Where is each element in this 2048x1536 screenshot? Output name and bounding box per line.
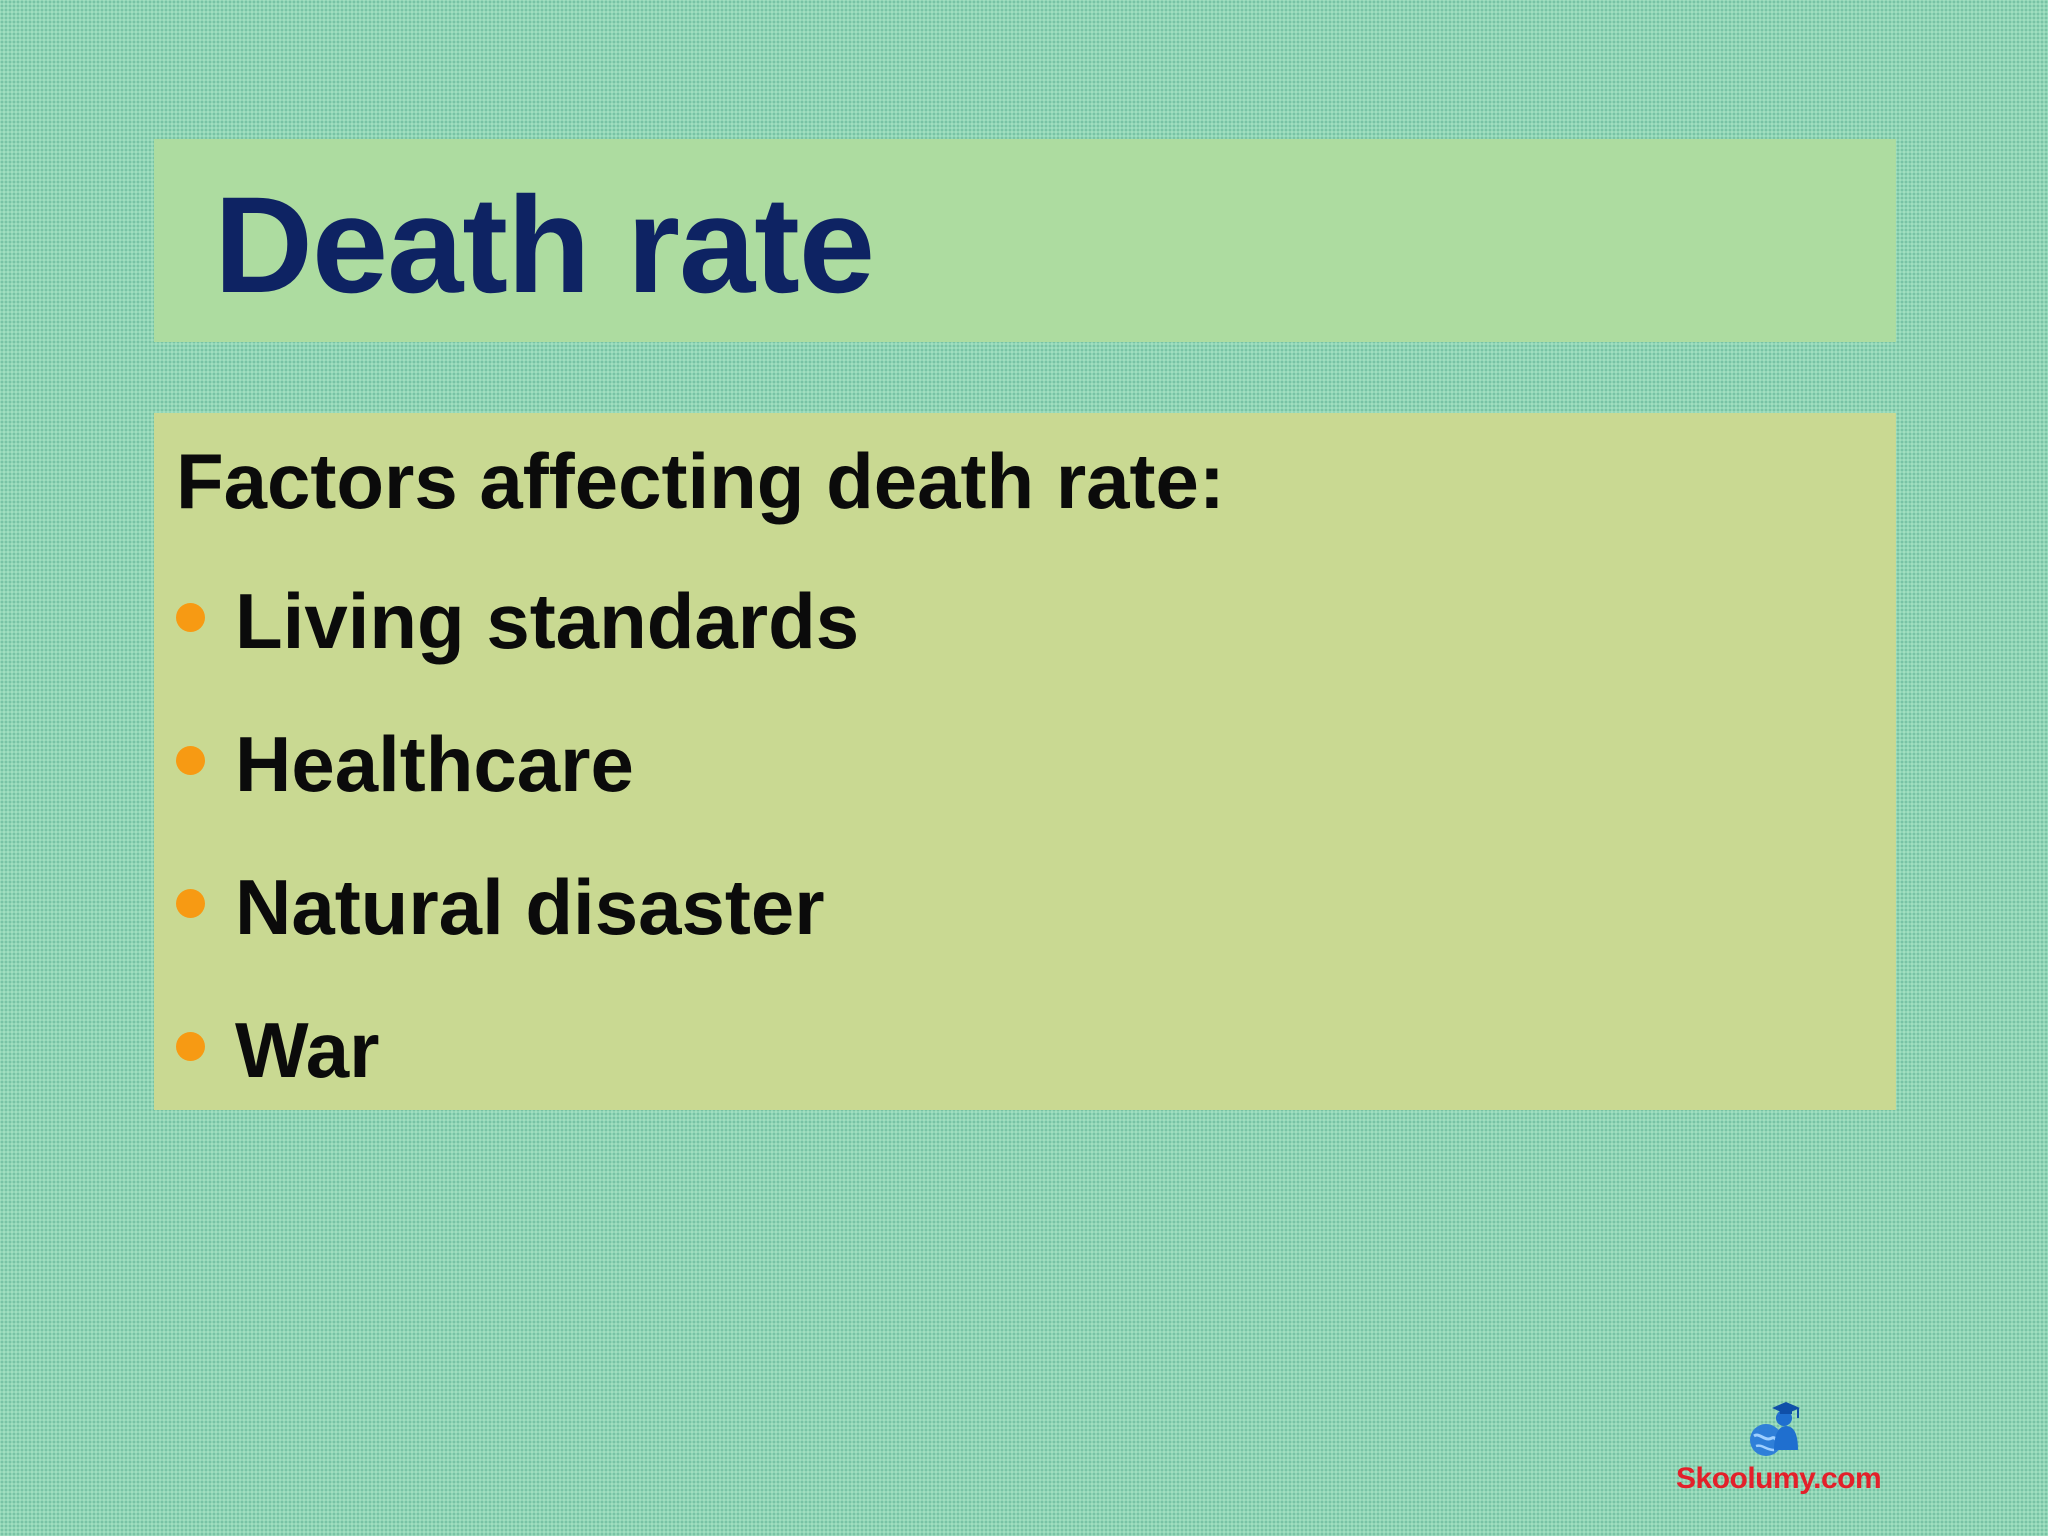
slide-title: Death rate xyxy=(214,169,875,322)
globe-graduate-icon xyxy=(1750,1402,1800,1456)
watermark-text: Skoolumy.com xyxy=(1676,1462,1882,1495)
bullet-dot-icon xyxy=(176,603,205,632)
bullet-label: Natural disaster xyxy=(235,863,825,951)
bullet-label: War xyxy=(235,1006,380,1094)
bullet-dot-icon xyxy=(176,746,205,775)
title-panel: Death rate xyxy=(154,139,1896,342)
watermark-logo: Skoolumy.com xyxy=(1670,1398,1882,1508)
bullet-label: Healthcare xyxy=(235,720,634,808)
intro-text: Factors affecting death rate: xyxy=(176,437,1225,525)
bullet-dot-icon xyxy=(176,889,205,918)
content-panel: Factors affecting death rate: Living sta… xyxy=(154,413,1896,1110)
bullet-dot-icon xyxy=(176,1032,205,1061)
bullet-label: Living standards xyxy=(235,577,860,665)
